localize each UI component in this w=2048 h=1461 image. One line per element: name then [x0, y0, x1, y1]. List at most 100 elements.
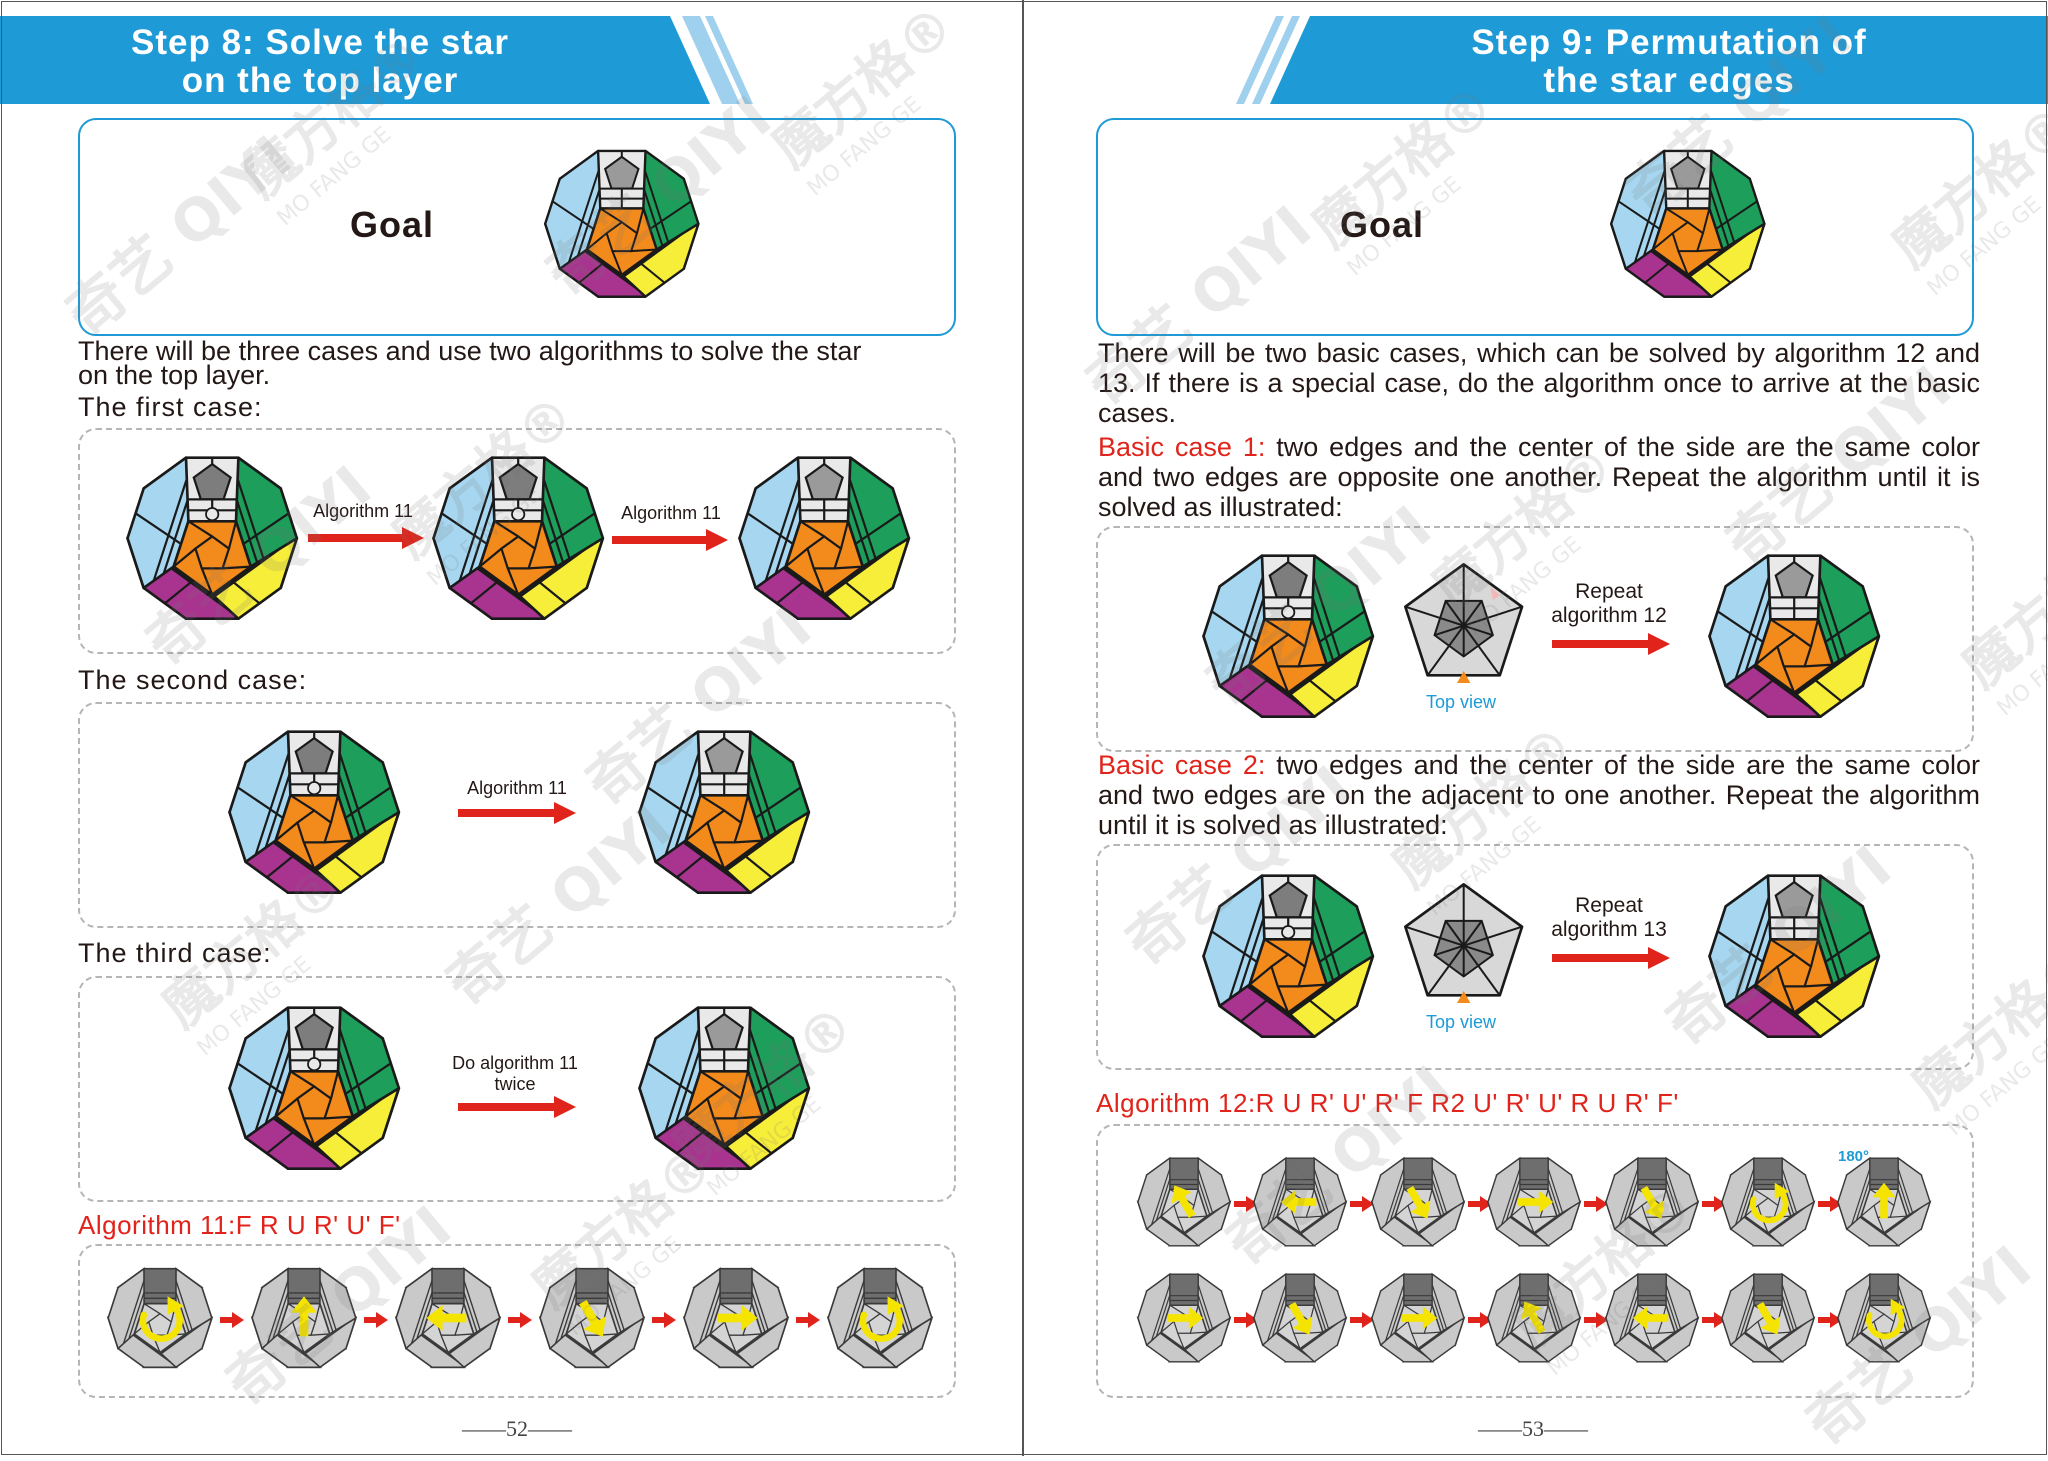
move-arrow-icon	[1370, 1272, 1466, 1363]
right-arrow-icon	[1350, 1312, 1374, 1328]
algorithm-11-heading: Algorithm 11:F R U R' U' F'	[78, 1210, 401, 1240]
case3-arrow-line1: Do algorithm 11	[452, 1053, 578, 1073]
case1-heading: The first case:	[78, 392, 263, 422]
basic1-arrow-line1: Repeat	[1575, 580, 1643, 603]
right-arrow-icon	[1584, 1312, 1608, 1328]
algorithm-12-heading: Algorithm 12:R U R' U' R' F R2 U' R' U' …	[1096, 1088, 1679, 1118]
right-arrow-icon	[1234, 1196, 1258, 1212]
right-arrow-icon	[508, 1312, 532, 1328]
rotate-arrow-icon	[1720, 1156, 1816, 1247]
megaminx-icon	[228, 1006, 400, 1170]
rotate-arrow-icon	[826, 1267, 934, 1369]
case3-heading: The third case:	[78, 938, 272, 968]
megaminx-icon	[228, 730, 400, 894]
right-arrow-icon	[458, 1096, 576, 1118]
right-arrow-icon	[1234, 1312, 1258, 1328]
top-view-pentagon-icon	[1404, 883, 1524, 1004]
rotate-arrow-icon	[1836, 1272, 1932, 1363]
case3-arrow-label: Do algorithm 11 twice	[430, 1053, 600, 1095]
megaminx-icon	[432, 456, 604, 620]
case2-arrow-label: Algorithm 11	[467, 778, 567, 798]
top-view-label-1: Top view	[1426, 692, 1497, 712]
rotate-arrow-icon	[106, 1267, 214, 1369]
case1-arrow1-label: Algorithm 11	[313, 501, 413, 521]
right-arrow-icon	[220, 1312, 244, 1328]
megaminx-icon	[1708, 874, 1880, 1038]
right-page-title: Step 9: Permutation of the star edges	[1424, 24, 1914, 100]
case3-arrow-line2: twice	[494, 1074, 536, 1094]
megaminx-icon	[126, 456, 298, 620]
left-page: Step 8: Solve the star on the top layer …	[0, 0, 1024, 1456]
case1-arrow2-label: Algorithm 11	[621, 503, 721, 523]
left-goal-box	[78, 118, 956, 336]
move-arrow-icon	[394, 1267, 502, 1369]
megaminx-icon	[638, 1006, 810, 1170]
left-banner-shape	[0, 16, 753, 104]
basic-case-2-label: Basic case 2:	[1098, 750, 1266, 780]
right-page: Step 9: Permutation of the star edges Go…	[1024, 0, 2048, 1456]
right-page-number: ——53——	[1478, 1416, 1588, 1441]
move-arrow-icon	[1136, 1272, 1232, 1363]
top-view-pentagon-icon	[1404, 563, 1524, 684]
right-arrow-icon	[1552, 633, 1670, 655]
basic2-arrow-line2: algorithm 13	[1551, 918, 1667, 941]
basic2-arrow-line1: Repeat	[1575, 894, 1643, 917]
basic-case-2-arrow-label: Repeat algorithm 13	[1534, 894, 1684, 942]
right-arrow-icon	[1350, 1196, 1374, 1212]
right-title-line1: Step 9: Permutation of	[1471, 23, 1867, 62]
right-arrow-icon	[1702, 1196, 1726, 1212]
left-title-line1: Step 8: Solve the star	[131, 23, 509, 62]
left-intro-line1: There will be three cases and use two al…	[78, 336, 862, 366]
megaminx-icon	[1202, 554, 1374, 718]
right-intro: There will be two basic cases, which can…	[1098, 338, 1980, 428]
move-arrow-icon	[250, 1267, 358, 1369]
megaminx-icon	[738, 456, 910, 620]
right-arrow-icon	[1468, 1196, 1492, 1212]
left-page-title: Step 8: Solve the star on the top layer	[60, 24, 580, 100]
right-arrow-icon	[1584, 1196, 1608, 1212]
move-arrow-icon	[1720, 1272, 1816, 1363]
move-arrow-icon	[1486, 1156, 1582, 1247]
basic-case-1-arrow-label: Repeat algorithm 12	[1534, 580, 1684, 628]
megaminx-icon	[544, 149, 700, 299]
basic1-arrow-line2: algorithm 12	[1551, 604, 1667, 627]
top-view-label-2: Top view	[1426, 1012, 1497, 1032]
move-arrow-icon	[1486, 1272, 1582, 1363]
move-arrow-icon	[1252, 1156, 1348, 1247]
move-arrow-icon	[1836, 1156, 1932, 1247]
right-arrow-icon	[1818, 1312, 1842, 1328]
left-intro-line2: on the top layer.	[78, 360, 271, 390]
left-page-number: ——52——	[462, 1416, 572, 1441]
move-arrow-icon	[1252, 1272, 1348, 1363]
right-arrow-icon	[308, 527, 424, 549]
basic-case-1-text: two edges and the center of the side are…	[1098, 432, 1981, 522]
right-arrow-icon	[1702, 1312, 1726, 1328]
move-arrow-icon	[538, 1267, 646, 1369]
move-arrow-icon	[682, 1267, 790, 1369]
move-arrow-icon	[1604, 1272, 1700, 1363]
right-arrow-icon	[1818, 1196, 1842, 1212]
right-arrow-icon	[1468, 1312, 1492, 1328]
move-arrow-icon	[1370, 1156, 1466, 1247]
rotation-note: 180°	[1838, 1148, 1870, 1165]
left-title-line2: on the top layer	[181, 61, 459, 100]
megaminx-icon	[1610, 149, 1766, 299]
move-arrow-icon	[1136, 1156, 1232, 1247]
basic-case-2-paragraph: Basic case 2: two edges and the center o…	[1098, 750, 1980, 840]
right-goal-label: Goal	[1340, 204, 1425, 245]
right-arrow-icon	[796, 1312, 820, 1328]
right-arrow-icon	[458, 802, 576, 824]
right-title-line2: the star edges	[1543, 61, 1795, 100]
right-banner-shape	[1236, 16, 2048, 104]
right-arrow-icon	[364, 1312, 388, 1328]
page-spine	[1022, 0, 1024, 1456]
megaminx-icon	[1202, 874, 1374, 1038]
basic-case-1-label: Basic case 1:	[1098, 432, 1266, 462]
case2-heading: The second case:	[78, 665, 308, 695]
right-arrow-icon	[1552, 947, 1670, 969]
left-goal-label: Goal	[350, 204, 435, 245]
move-arrow-icon	[1604, 1156, 1700, 1247]
megaminx-icon	[638, 730, 810, 894]
right-goal-box	[1096, 118, 1974, 336]
basic-case-1-paragraph: Basic case 1: two edges and the center o…	[1098, 432, 1980, 522]
